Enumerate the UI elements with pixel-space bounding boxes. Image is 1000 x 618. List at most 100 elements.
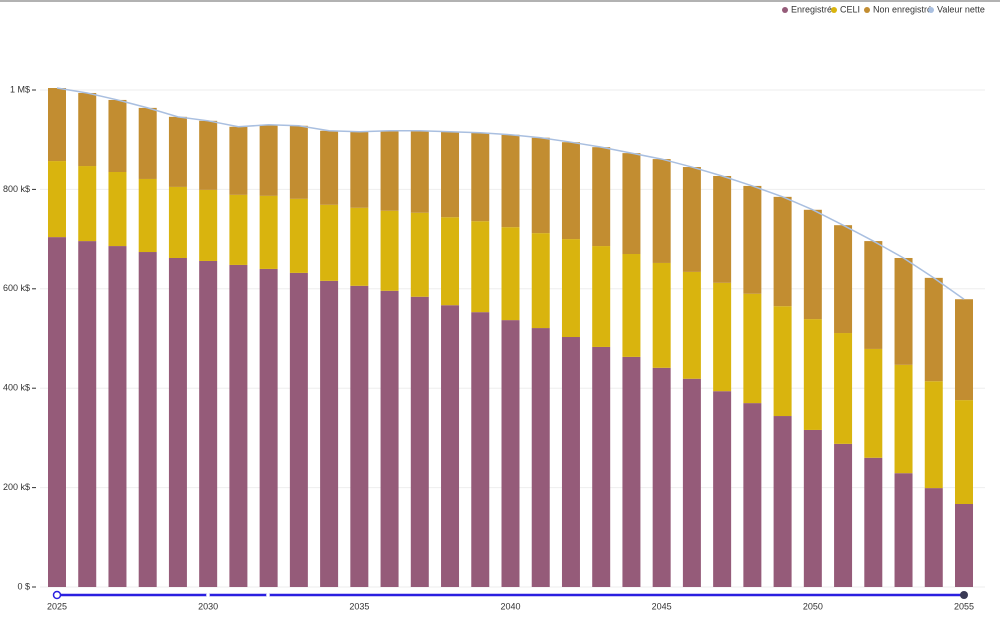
x-tick-label: 2040 — [500, 601, 520, 611]
bar-segment — [803, 429, 822, 587]
bar-segment — [259, 124, 278, 196]
bar-segment — [531, 233, 550, 329]
bar-segment — [561, 239, 580, 338]
legend-swatch — [782, 7, 788, 13]
bar-segment — [622, 153, 641, 255]
y-tick-label: 400 k$ — [3, 383, 30, 393]
slider-dot — [266, 593, 270, 597]
bar-segment — [78, 166, 97, 242]
bar-segment — [924, 488, 943, 587]
bar-segment — [622, 356, 641, 587]
bar-segment — [138, 107, 157, 179]
bar-segment — [441, 217, 460, 306]
bar-segment — [652, 262, 671, 368]
net-worth-line — [56, 87, 965, 300]
bar-segment — [531, 137, 550, 234]
bar-segment — [864, 348, 883, 458]
x-tick-label: 2050 — [803, 601, 823, 611]
x-tick-label: 2025 — [47, 601, 67, 611]
bar-segment — [78, 241, 97, 587]
y-tick-label: 200 k$ — [3, 482, 30, 492]
bar-segment — [78, 92, 97, 167]
bar-segment — [713, 391, 732, 587]
bar-segment — [561, 337, 580, 587]
bar-segment — [652, 367, 671, 587]
bar-segment — [864, 457, 883, 587]
bar-segment — [592, 147, 611, 247]
bar-segment — [682, 378, 701, 587]
bar-segment — [682, 167, 701, 272]
bar-segment — [441, 131, 460, 218]
bar-segment — [229, 194, 248, 265]
bar-segment — [864, 241, 883, 349]
bar-segment — [713, 282, 732, 392]
bar-segment — [773, 196, 792, 307]
bar-segment — [199, 189, 218, 261]
bar-segment — [501, 227, 520, 321]
x-tick-label: 2045 — [652, 601, 672, 611]
legend-swatch — [928, 7, 934, 13]
bar-segment — [48, 237, 66, 587]
bar-segment — [48, 161, 66, 238]
bar-segment — [199, 120, 218, 190]
bar-segment — [894, 473, 913, 587]
y-tick-label: 0 $ — [17, 581, 30, 591]
bar-segment — [289, 125, 308, 199]
bar-segment — [380, 210, 399, 291]
bar-segment — [955, 400, 973, 505]
bar-segment — [924, 277, 943, 382]
bar-segment — [350, 131, 369, 208]
bar-segment — [531, 328, 550, 587]
bar-segment — [561, 142, 580, 240]
bar-segment — [743, 185, 762, 294]
bar-segment — [108, 172, 127, 247]
bar-segment — [803, 209, 822, 320]
bar-segment — [259, 195, 278, 269]
bar-segment — [501, 134, 520, 228]
legend-swatch — [864, 7, 870, 13]
bar-segment — [592, 346, 611, 587]
bar-segment — [834, 443, 853, 587]
bar-segment — [380, 130, 399, 211]
bar-segment — [652, 159, 671, 263]
bar-segment — [682, 271, 701, 379]
bar-segment — [743, 293, 762, 404]
bar-segment — [168, 257, 187, 587]
bar-segment — [592, 246, 611, 347]
bar-segment — [168, 116, 187, 187]
bar-segment — [289, 272, 308, 587]
bar-segment — [894, 364, 913, 474]
bar-segment — [743, 403, 762, 587]
bar-segment — [441, 305, 460, 587]
bar-segment — [48, 88, 66, 162]
bar-segment — [713, 175, 732, 283]
overlay: Enregistré CELI Non enregistré Valeur nette — [56, 4, 985, 300]
bar-segment — [955, 299, 973, 401]
bar-segment — [289, 198, 308, 273]
x-tick-label: 2035 — [349, 601, 369, 611]
bar-segment — [320, 204, 339, 281]
bar-segment — [350, 285, 369, 587]
bar-segment — [773, 306, 792, 417]
bar-segment — [834, 333, 853, 444]
bar-segment — [471, 221, 490, 313]
bar-segment — [622, 254, 641, 357]
bar-segment — [380, 290, 399, 587]
bar-segment — [320, 130, 339, 205]
legend-label: Enregistré — [791, 4, 832, 14]
x-tick-label: 2055 — [954, 601, 974, 611]
range-slider-end[interactable] — [960, 591, 968, 599]
bar-segment — [471, 132, 490, 222]
bar-segment — [229, 264, 248, 587]
range-slider-start[interactable] — [52, 590, 62, 600]
bar-segment — [108, 99, 127, 173]
bar-segment — [410, 212, 429, 297]
bar-segment — [108, 246, 127, 588]
legend-label: Valeur nette — [937, 4, 985, 14]
legend-swatch — [831, 7, 837, 13]
bar-segment — [410, 296, 429, 587]
bar-segment — [199, 260, 218, 587]
y-tick-label: 600 k$ — [3, 283, 30, 293]
bar-segment — [924, 381, 943, 489]
